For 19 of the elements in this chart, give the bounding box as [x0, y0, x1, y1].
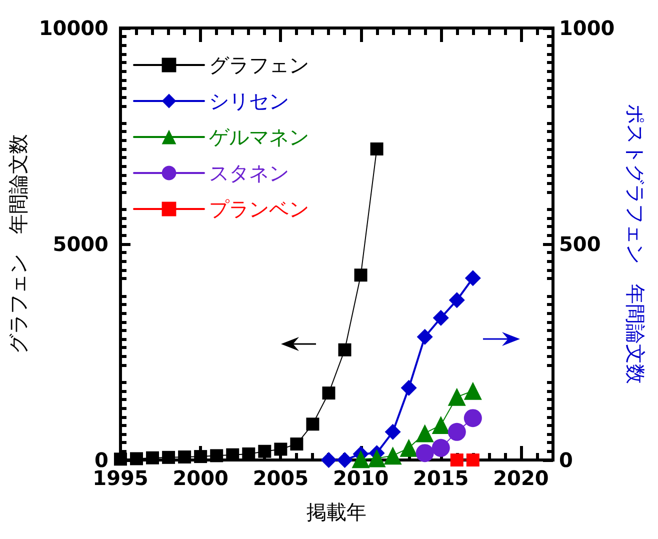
x-tick-label: 1995 — [92, 466, 148, 490]
legend-label: ゲルマネン — [209, 125, 309, 149]
x-tick-label: 2010 — [332, 466, 389, 490]
y-axis-title: グラフェン 年間論文数 — [6, 134, 30, 354]
x-axis-title: 掲載年 — [306, 500, 367, 524]
legend-label: プランベン — [209, 197, 309, 221]
y2-tick-label: 500 — [559, 232, 601, 256]
x-tick-label: 2015 — [413, 466, 469, 490]
y-tick-label: 5000 — [52, 232, 108, 256]
y2-tick-label: 1000 — [559, 16, 615, 40]
x-tick-label: 2020 — [493, 466, 549, 490]
x-tick-label: 2005 — [252, 466, 309, 490]
y2-tick-label: 0 — [559, 448, 573, 472]
y-tick-label: 10000 — [38, 16, 108, 40]
x-tick-label: 2000 — [172, 466, 228, 490]
legend-label: スタネン — [209, 161, 289, 185]
y2-axis-title: ポストグラフェン 年間論文数 — [624, 104, 648, 384]
legend-label: グラフェン — [209, 53, 309, 77]
legend-label: シリセン — [209, 89, 289, 113]
